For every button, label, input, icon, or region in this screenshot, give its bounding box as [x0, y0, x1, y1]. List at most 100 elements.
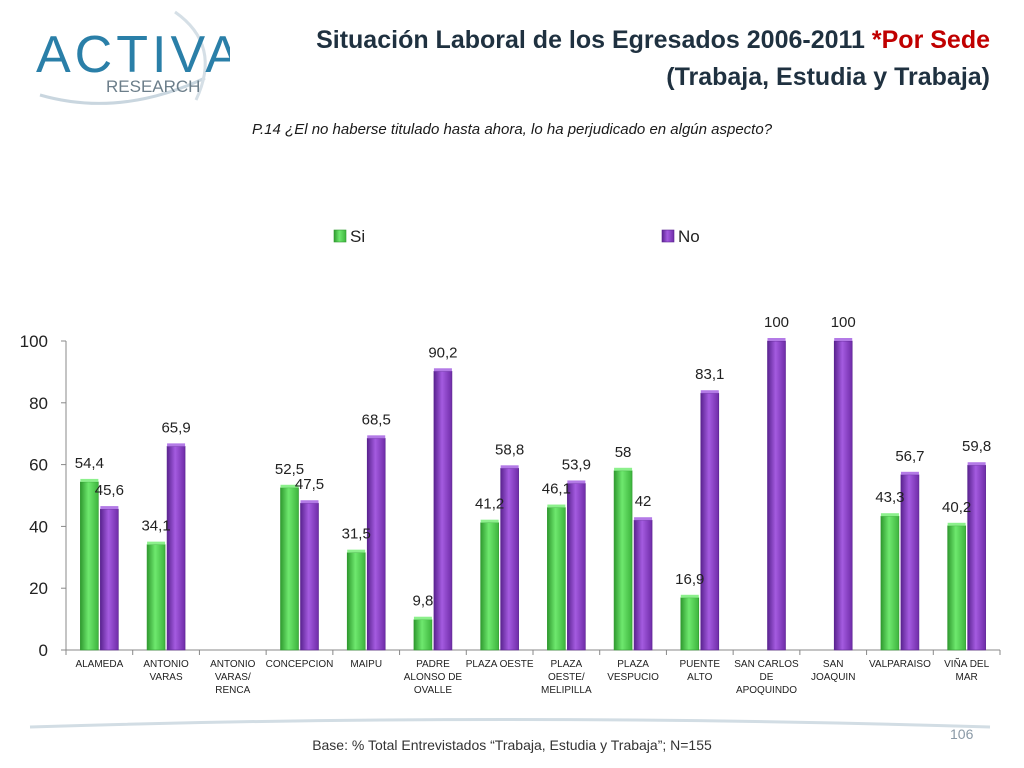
data-label-si: 46,1 [542, 481, 571, 498]
legend-swatch-si [333, 229, 347, 243]
x-tick-label-line: PLAZA [617, 659, 649, 670]
x-tick-label: VALPARAISO [869, 659, 931, 670]
x-tick-label-line: APOQUINDO [736, 685, 797, 696]
y-tick-label: 20 [29, 579, 48, 598]
data-label-no: 58,8 [495, 441, 524, 458]
x-tick-label-line: PADRE [416, 659, 450, 670]
bar-top-si [480, 519, 499, 523]
data-label-no: 47,5 [295, 476, 324, 493]
bar-top-no [900, 471, 919, 475]
x-tick-label-line: SAN [823, 659, 844, 670]
bar-top-no [767, 338, 786, 341]
x-tick-label-line: ANTONIO [143, 659, 189, 670]
bar-top-si [547, 504, 566, 508]
x-tick-label-line: PUENTE [680, 659, 721, 670]
bar-top-no [167, 443, 186, 447]
x-tick-label: PLAZA VESPUCIO [607, 659, 659, 683]
x-tick-label-line: ALONSO DE [404, 672, 463, 683]
bar-top-si [413, 616, 432, 620]
data-label-no: 100 [831, 314, 856, 331]
y-tick-label: 60 [29, 456, 48, 475]
legend-label-si: Si [350, 227, 365, 246]
y-tick-label: 80 [29, 394, 48, 413]
data-label-si: 58 [615, 444, 632, 461]
bar-top-si [680, 594, 699, 598]
x-tick-label-line: JOAQUIN [811, 672, 855, 683]
y-tick-label: 0 [39, 641, 48, 660]
data-label-no: 100 [764, 314, 789, 331]
data-label-si: 41,2 [475, 496, 504, 513]
bar-top-si [147, 541, 166, 545]
data-label-si: 40,2 [942, 499, 971, 516]
x-tick-label-line: PLAZA [551, 659, 583, 670]
bar-top-no [367, 435, 386, 439]
x-tick-label-line: VARAS [149, 672, 182, 683]
data-label-si: 9,8 [412, 593, 433, 610]
y-tick-label: 40 [29, 517, 48, 536]
y-tick-label: 100 [20, 332, 48, 351]
x-tick-label: CONCEPCION [266, 659, 334, 670]
footer-swoosh-line [29, 718, 991, 729]
bar-top-si [880, 513, 899, 517]
x-tick-label: SAN JOAQUIN [811, 659, 855, 683]
x-tick-label-line: DE [760, 672, 774, 683]
x-tick-label-line: VARAS/ [215, 672, 251, 683]
bar-top-no [300, 500, 319, 504]
data-label-si: 34,1 [141, 518, 170, 535]
bar-top-si [347, 549, 366, 553]
x-tick-label-line: VESPUCIO [607, 672, 659, 683]
x-tick-label-line: SAN CARLOS [734, 659, 799, 670]
data-label-si: 16,9 [675, 571, 704, 588]
x-tick-label: PADRE ALONSO DE OVALLE [404, 659, 463, 696]
x-tick-label-line: VALPARAISO [869, 659, 931, 670]
bar-top-no [967, 462, 986, 466]
bar-top-si [947, 522, 966, 526]
x-tick-label: PLAZA OESTE/MELIPILLA [541, 659, 592, 696]
data-label-no: 68,5 [362, 411, 391, 428]
x-tick-label-line: MAR [956, 672, 978, 683]
x-tick-label-line: PLAZA OESTE [466, 659, 534, 670]
x-tick-label-line: MAIPU [350, 659, 382, 670]
title-line-1: Situación Laboral de los Egresados 2006-… [316, 22, 990, 59]
question-text: P.14 ¿El no haberse titulado hasta ahora… [251, 121, 773, 138]
data-label-si: 31,5 [342, 526, 371, 543]
x-tick-label-line: MELIPILLA [541, 685, 592, 696]
bar-top-si [614, 467, 633, 471]
data-label-no: 45,6 [95, 482, 124, 499]
x-tick-label: PLAZA OESTE [466, 659, 534, 670]
x-tick-label-line: CONCEPCION [266, 659, 334, 670]
x-tick-label-line: OESTE/ [548, 672, 585, 683]
bar-top-no [500, 465, 519, 469]
data-label-no: 83,1 [695, 366, 724, 383]
x-tick-label-line: VIÑA DEL [944, 657, 989, 670]
data-label-si: 43,3 [875, 489, 904, 506]
x-tick-label-line: ALAMEDA [75, 659, 123, 670]
data-label-no: 53,9 [562, 456, 591, 473]
x-tick-label-line: OVALLE [414, 685, 452, 696]
logo-swoosh-arc [39, 76, 206, 105]
data-label-no: 56,7 [895, 448, 924, 465]
logo-subtext: RESEARCH [106, 77, 200, 96]
bar-chart: 0 20 40 60 80 100 ALAMEDA ANTONIO VARAS ANTONIO VA… [20, 227, 1001, 696]
x-tick-label: VIÑA DEL MAR [944, 657, 989, 683]
bar-top-si [80, 478, 99, 482]
data-label-no: 59,8 [962, 438, 991, 455]
bar-top-si [280, 484, 299, 488]
bar-top-no [834, 338, 853, 341]
data-label-si: 52,5 [275, 461, 304, 478]
x-tick-label-line: RENCA [215, 685, 250, 696]
logo-arc-right [174, 10, 207, 101]
title-line-2: (Trabaja, Estudia y Trabaja) [666, 63, 990, 91]
base-note: Base: % Total Entrevistados “Trabaja, Es… [312, 737, 712, 753]
bar-top-no [100, 506, 119, 510]
x-tick-label: ALAMEDA [75, 659, 123, 670]
x-tick-label: ANTONIO VARAS/RENCA [210, 659, 256, 696]
data-label-no: 90,2 [428, 344, 457, 361]
activa-research-logo: ACTIVA RESEARCH [36, 10, 230, 105]
x-tick-label: MAIPU [350, 659, 382, 670]
page-number: 106 [950, 726, 974, 742]
bar-top-no [634, 517, 653, 521]
data-label-si: 54,4 [75, 455, 104, 472]
x-tick-label-line: ANTONIO [210, 659, 256, 670]
